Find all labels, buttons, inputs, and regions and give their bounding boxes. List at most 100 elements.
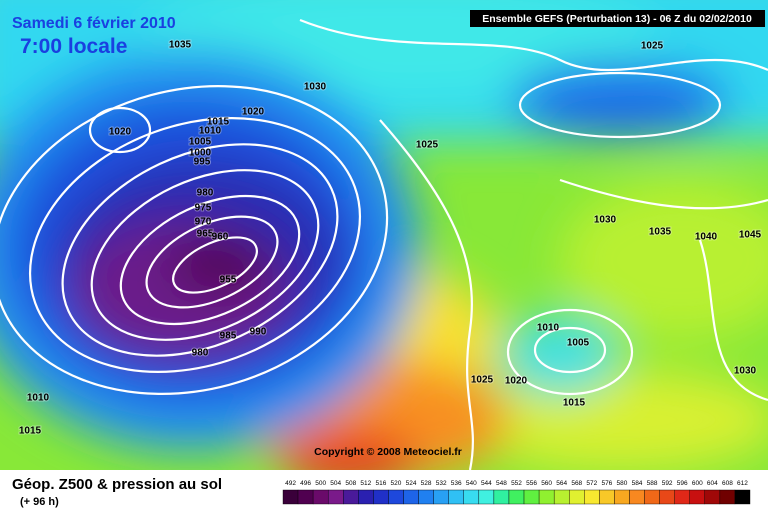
scale-swatch: [523, 489, 540, 505]
time: 7:00 locale: [20, 35, 127, 58]
scale-swatch: [478, 489, 495, 505]
scale-swatch: [297, 489, 314, 505]
scale-label: 492: [285, 480, 296, 487]
isobar-label: 1030: [594, 215, 617, 226]
scale-label: 592: [662, 480, 673, 487]
scale-swatch: [327, 489, 344, 505]
scale-label: 504: [330, 480, 341, 487]
scale-label: 516: [375, 480, 386, 487]
scale-label: 580: [617, 480, 628, 487]
scale-label: 512: [360, 480, 371, 487]
map-field: [0, 0, 768, 470]
isobar-label: 1020: [505, 376, 528, 387]
color-scale: 492 496 500 504 508 512 516 520 524 528 532 536 540 5…: [282, 480, 751, 505]
isobar-label: 1025: [641, 41, 664, 52]
scale-label: 500: [315, 480, 326, 487]
scale-label: 552: [511, 480, 522, 487]
isobar-label: 1045: [739, 230, 762, 241]
scale-label: 600: [692, 480, 703, 487]
scale-swatch: [388, 489, 404, 505]
scale-swatch: [734, 489, 751, 505]
date: Samedi 6 février 2010: [12, 15, 176, 32]
scale-swatch: [312, 489, 329, 505]
scale-label: 564: [556, 480, 567, 487]
isobar-label: 985: [220, 331, 237, 342]
isobar-label: 1005: [567, 338, 590, 349]
scale-swatch: [644, 489, 660, 505]
scale-swatch: [659, 489, 675, 505]
scale-label: 556: [526, 480, 537, 487]
scale-label: 548: [496, 480, 507, 487]
isobar-label: 1015: [207, 117, 230, 128]
scale-swatch: [358, 489, 374, 505]
scale-swatch: [463, 489, 480, 505]
isobar-label: 1025: [471, 375, 494, 386]
isobar-label: 980: [197, 188, 214, 199]
scale-swatch: [553, 489, 570, 505]
scale-label: 528: [421, 480, 432, 487]
scale-swatch: [719, 489, 736, 505]
scale-swatch: [418, 489, 434, 505]
scale-label: 544: [481, 480, 492, 487]
isobar-label: 1040: [695, 232, 718, 243]
isobar-label: 1020: [109, 127, 132, 138]
copyright: Copyright © 2008 Meteociel.fr: [314, 446, 462, 458]
isobar-label: 1000: [189, 148, 212, 159]
isobar-labels: 1035103010251020102010151010100510009951…: [18, 39, 763, 438]
scale-label: 608: [722, 480, 733, 487]
isobar-label: 955: [220, 275, 237, 286]
scale-swatch: [614, 489, 630, 505]
scale-label: 568: [571, 480, 582, 487]
isobar-label: 1010: [27, 393, 50, 404]
isobar-label: 1020: [242, 107, 265, 118]
isobar-label: 1030: [734, 366, 757, 377]
isobar-label: 1025: [416, 140, 439, 151]
scale-label: 508: [345, 480, 356, 487]
scale-swatch: [448, 489, 464, 505]
scale-label: 584: [632, 480, 643, 487]
isobar-label: 1035: [649, 227, 672, 238]
isobar-label: 1030: [304, 82, 327, 93]
isobar-label: 1005: [189, 137, 212, 148]
scale-label: 540: [466, 480, 477, 487]
isobar-label: 1015: [563, 398, 586, 409]
scale-swatch: [629, 489, 645, 505]
isobar-label: 980: [192, 348, 209, 359]
scale-label: 520: [391, 480, 402, 487]
isobar-label: 970: [195, 217, 212, 228]
scale-label: 588: [647, 480, 658, 487]
scale-swatch: [508, 489, 525, 505]
isobar-label: 995: [194, 157, 211, 168]
scale-swatch: [403, 489, 419, 505]
isobar-lines: [0, 18, 768, 470]
scale-label: 612: [737, 480, 748, 487]
scale-label: 532: [436, 480, 447, 487]
scale-swatch: [599, 489, 615, 505]
scale-swatch: [674, 489, 690, 505]
isobar-label: 975: [195, 203, 212, 214]
lead-time: (+ 96 h): [20, 496, 59, 508]
scale-label: 596: [677, 480, 688, 487]
run-info: Ensemble GEFS (Perturbation 13) - 06 Z d…: [482, 13, 752, 25]
scale-label: 536: [451, 480, 462, 487]
isobar-label: 1010: [537, 323, 560, 334]
scale-swatch: [433, 489, 449, 505]
scale-label: 576: [601, 480, 612, 487]
scale-swatch: [373, 489, 389, 505]
scale-swatch: [569, 489, 585, 505]
scale-swatch: [343, 489, 359, 505]
scale-swatch: [689, 489, 706, 505]
isobar-label: 1035: [169, 40, 192, 51]
isobar-label: 1010: [199, 126, 222, 137]
scale-swatch: [704, 489, 721, 505]
scale-swatch: [282, 489, 299, 505]
scale-swatch: [584, 489, 600, 505]
scale-label: 572: [586, 480, 597, 487]
scale-label: 524: [406, 480, 417, 487]
scale-label: 496: [300, 480, 311, 487]
isobar-label: 965: [197, 229, 214, 240]
scale-swatch: [493, 489, 510, 505]
isobar-label: 960: [212, 232, 229, 243]
scale-label: 560: [541, 480, 552, 487]
